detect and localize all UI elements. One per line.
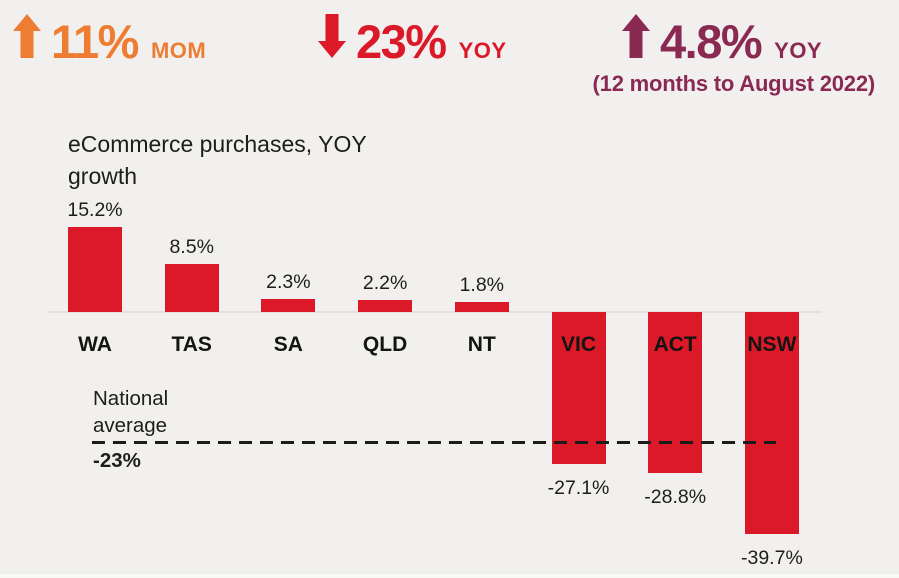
category-label-qld: QLD: [362, 333, 408, 356]
stat-12m-yoy-value: 4.8%: [660, 15, 763, 68]
bar-wa: [68, 226, 122, 312]
bar-value-label-nt: 1.8%: [459, 273, 505, 296]
bar-sa: [261, 299, 316, 312]
national-average-label: National average: [93, 387, 169, 437]
bar-value-label-wa: 15.2%: [67, 198, 123, 221]
stat-yoy: 23% YOY: [318, 14, 507, 69]
stat-mom: 11% MOM: [13, 14, 206, 69]
bar-value-label-sa: 2.3%: [266, 271, 311, 294]
down-arrow-icon: [318, 14, 346, 58]
bar-value-label-act: -28.8%: [644, 486, 707, 509]
national-average-line: [92, 441, 776, 444]
zero-baseline: [48, 311, 822, 313]
stat-12m-yoy-note: (12 months to August 2022): [592, 71, 876, 96]
stat-12m-yoy-suffix: YOY: [774, 38, 823, 63]
up-arrow-icon: [622, 14, 650, 58]
category-label-nt: NT: [467, 333, 496, 356]
bar-nsw: [744, 312, 799, 535]
bar-vic: [551, 312, 606, 464]
bar-value-label-tas: 8.5%: [169, 236, 214, 259]
national-average-value: -23%: [93, 449, 141, 472]
stat-yoy-suffix: YOY: [458, 38, 507, 63]
bar-nt: [454, 301, 509, 312]
category-label-sa: SA: [273, 333, 303, 356]
category-label-tas: TAS: [171, 333, 212, 356]
stat-mom-value: 11%: [51, 15, 139, 68]
bar-tas: [164, 264, 219, 312]
bar-value-label-nsw: -39.7%: [740, 547, 803, 570]
category-label-wa: WA: [78, 333, 112, 356]
bar-act: [648, 312, 703, 474]
chart-title: eCommerce purchases, YOY growth: [68, 131, 367, 189]
bottom-edge: [0, 573, 899, 578]
bar-value-label-qld: 2.2%: [362, 271, 408, 294]
bar-qld: [358, 299, 413, 312]
category-label-act: ACT: [653, 333, 697, 356]
category-label-nsw: NSW: [747, 333, 797, 356]
bar-value-label-vic: -27.1%: [547, 476, 610, 499]
up-arrow-icon: [13, 14, 41, 58]
stat-mom-suffix: MOM: [150, 38, 207, 63]
category-label-vic: VIC: [560, 333, 597, 356]
stat-12m-yoy: 4.8% YOY: [622, 14, 822, 69]
stat-yoy-value: 23%: [356, 15, 447, 68]
